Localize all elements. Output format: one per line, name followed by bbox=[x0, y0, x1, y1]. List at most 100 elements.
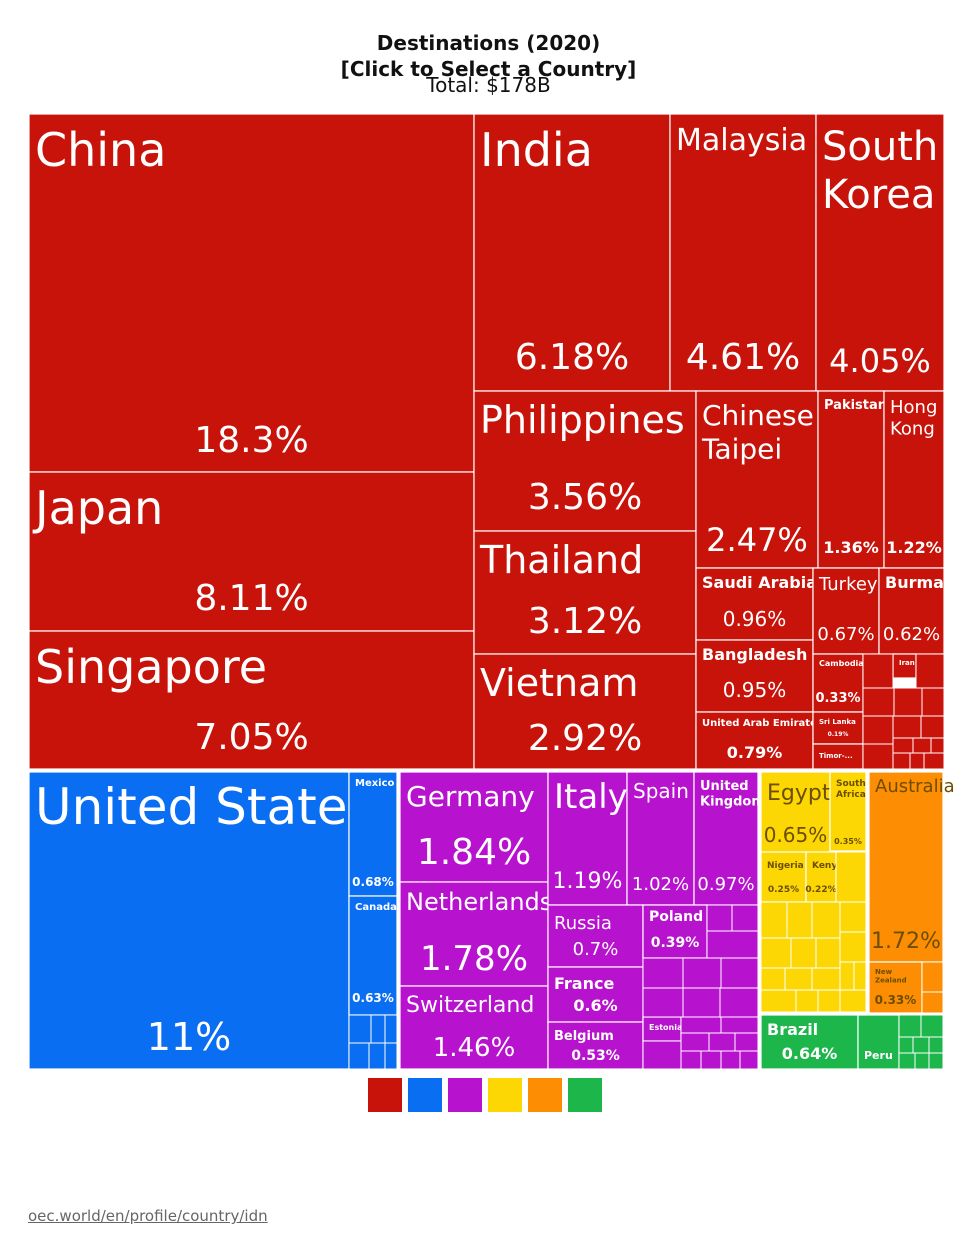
tile-india[interactable]: India 6.18% bbox=[473, 113, 671, 392]
tile-small-europe[interactable] bbox=[706, 930, 759, 959]
tile-small-europe[interactable] bbox=[719, 987, 759, 1018]
tile-nigeria[interactable]: Nigeria 0.25% bbox=[760, 851, 807, 903]
tile-bangladesh[interactable]: Bangladesh 0.95% bbox=[695, 639, 814, 713]
tile-small-europe[interactable] bbox=[720, 1050, 741, 1070]
tile-rect[interactable] bbox=[399, 985, 549, 1070]
legend-south-america[interactable] bbox=[568, 1078, 602, 1112]
tile-rect[interactable] bbox=[815, 113, 945, 392]
tile-australia[interactable]: Australia 1.72% bbox=[868, 771, 955, 963]
tile-spain[interactable]: Spain 1.02% bbox=[626, 771, 695, 906]
tile-rect[interactable] bbox=[642, 904, 708, 959]
tile-small-europe[interactable] bbox=[731, 904, 759, 932]
tile-canada[interactable]: Canada 0.63% bbox=[348, 895, 398, 1016]
tile-small-oceania[interactable] bbox=[921, 961, 944, 993]
tile-small-africa[interactable] bbox=[760, 901, 788, 939]
tile-mexico[interactable]: Mexico 0.68% bbox=[348, 771, 398, 897]
tile-singapore[interactable]: Singapore 7.05% bbox=[28, 630, 475, 770]
tile-small-asia[interactable] bbox=[862, 743, 894, 770]
tile-rect[interactable] bbox=[760, 1014, 859, 1070]
legend-asia[interactable] bbox=[368, 1078, 402, 1112]
tile-small-europe[interactable] bbox=[680, 1050, 702, 1070]
tile-small-africa[interactable] bbox=[839, 989, 867, 1013]
tile-poland[interactable]: Poland 0.39% bbox=[642, 904, 708, 959]
tile-cambodia[interactable]: Cambodia 0.33% bbox=[812, 653, 864, 713]
tile-malaysia[interactable]: Malaysia 4.61% bbox=[669, 113, 817, 392]
tile-russia[interactable]: Russia 0.7% bbox=[547, 904, 644, 968]
tile-small-europe[interactable] bbox=[642, 987, 684, 1018]
tile-germany[interactable]: Germany 1.84% bbox=[399, 771, 549, 883]
tile-rect[interactable] bbox=[868, 961, 923, 1014]
tile-small-oceania[interactable] bbox=[921, 991, 944, 1014]
tile-small-asia[interactable] bbox=[862, 653, 894, 689]
tile-rect[interactable] bbox=[829, 771, 867, 852]
tile-brazil[interactable]: Brazil 0.64% bbox=[760, 1014, 859, 1070]
tile-new-zealand[interactable]: New Zealand 0.33% bbox=[868, 961, 923, 1014]
tile-chinese-taipei[interactable]: Chinese Taipei 2.47% bbox=[695, 390, 819, 569]
tile-small-asia[interactable] bbox=[892, 715, 922, 739]
tile-small-south-america[interactable] bbox=[898, 1052, 916, 1070]
tile-timor[interactable]: Timor-... bbox=[812, 743, 864, 770]
tile-iran[interactable]: Iran bbox=[892, 653, 917, 679]
tile-turkey[interactable]: Turkey 0.67% bbox=[812, 567, 880, 655]
tile-small-europe[interactable] bbox=[706, 904, 733, 932]
tile-small-africa[interactable] bbox=[811, 967, 841, 991]
tile-small-europe[interactable] bbox=[700, 1050, 722, 1070]
tile-small-africa[interactable] bbox=[786, 901, 813, 939]
tile-rect[interactable] bbox=[695, 711, 814, 770]
tile-small-europe[interactable] bbox=[720, 957, 759, 989]
tile-small-europe[interactable] bbox=[739, 1050, 759, 1070]
tile-small-north-america[interactable] bbox=[370, 1014, 386, 1044]
tile-small-asia[interactable] bbox=[909, 752, 925, 770]
tile-small-asia[interactable] bbox=[915, 653, 945, 689]
tile-small-africa[interactable] bbox=[839, 931, 867, 963]
tile-rect[interactable] bbox=[399, 771, 549, 883]
tile-united-states[interactable]: United States 11% bbox=[28, 771, 374, 1070]
tile-china[interactable]: China 18.3% bbox=[28, 113, 475, 473]
source-link[interactable]: oec.world/en/profile/country/idn bbox=[28, 1207, 268, 1225]
tile-small-europe[interactable] bbox=[642, 1040, 682, 1070]
tile-rect[interactable] bbox=[626, 771, 695, 906]
tile-rect[interactable] bbox=[883, 390, 945, 569]
tile-rect[interactable] bbox=[399, 881, 549, 987]
tile-small-africa[interactable] bbox=[835, 851, 867, 903]
tile-philippines[interactable]: Philippines 3.56% bbox=[473, 390, 697, 532]
tile-small-north-america[interactable] bbox=[368, 1042, 386, 1070]
select-country-prompt[interactable]: [Click to Select a Country] bbox=[340, 57, 637, 81]
legend-north-america[interactable] bbox=[408, 1078, 442, 1112]
tile-small-europe[interactable] bbox=[682, 987, 721, 1018]
tile-small-north-america[interactable] bbox=[348, 1042, 370, 1070]
tile-small-africa[interactable] bbox=[839, 901, 867, 933]
tile-small-asia[interactable] bbox=[923, 752, 945, 770]
tile-small-south-america[interactable] bbox=[928, 1052, 944, 1070]
tile-switzerland[interactable]: Switzerland 1.46% bbox=[399, 985, 549, 1070]
tile-small-europe[interactable] bbox=[642, 957, 684, 989]
tile-rect[interactable] bbox=[547, 966, 644, 1023]
tile-small-africa[interactable] bbox=[784, 967, 813, 991]
tile-thailand[interactable]: Thailand 3.12% bbox=[473, 530, 697, 655]
tile-rect[interactable] bbox=[473, 530, 697, 655]
tile-small-asia[interactable] bbox=[912, 737, 932, 754]
tile-small-asia[interactable] bbox=[892, 737, 914, 754]
tile-rect[interactable] bbox=[857, 1014, 900, 1070]
tile-small-south-america[interactable] bbox=[928, 1036, 944, 1054]
legend-africa[interactable] bbox=[488, 1078, 522, 1112]
tile-small-south-america[interactable] bbox=[914, 1052, 930, 1070]
tile-rect[interactable] bbox=[693, 771, 759, 906]
legend-europe[interactable] bbox=[448, 1078, 482, 1112]
tile-peru[interactable]: Peru bbox=[857, 1014, 900, 1070]
tile-united-kingdom[interactable]: United Kingdom 0.97% bbox=[693, 771, 765, 906]
tile-france[interactable]: France 0.6% bbox=[547, 966, 644, 1023]
tile-rect[interactable] bbox=[760, 851, 807, 903]
tile-south-africa[interactable]: South Africa 0.35% bbox=[829, 771, 867, 852]
tile-small-africa[interactable] bbox=[760, 967, 786, 991]
tile-rect[interactable] bbox=[28, 471, 475, 632]
tile-small-europe[interactable] bbox=[734, 1032, 759, 1052]
tile-small-africa[interactable] bbox=[853, 961, 867, 991]
tile-pakistan[interactable]: Pakistan 1.36% bbox=[817, 390, 887, 569]
tile-vietnam[interactable]: Vietnam 2.92% bbox=[473, 653, 697, 770]
tile-small-north-america[interactable] bbox=[384, 1014, 398, 1044]
tile-rect[interactable] bbox=[868, 771, 944, 963]
tile-rect[interactable] bbox=[817, 390, 885, 569]
tile-rect[interactable] bbox=[547, 1021, 644, 1070]
tile-small-asia[interactable] bbox=[862, 687, 895, 717]
